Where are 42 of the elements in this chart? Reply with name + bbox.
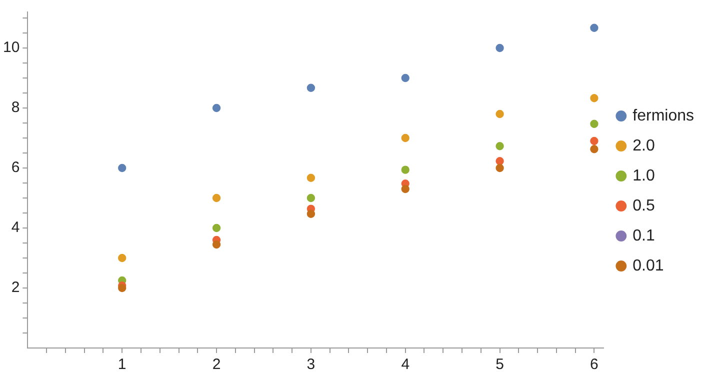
x-tick-label: 6: [590, 356, 598, 374]
x-tick-label: 4: [401, 356, 410, 374]
point: [118, 164, 126, 172]
x-tick-label: 1: [118, 356, 126, 374]
point: [212, 194, 221, 202]
point: [590, 145, 598, 154]
point: [401, 184, 410, 194]
point: [306, 84, 316, 92]
point: [306, 210, 316, 218]
point: [590, 136, 598, 146]
point: [212, 240, 221, 249]
point: [118, 254, 126, 262]
legend-label: 0.1: [632, 227, 655, 244]
point: [590, 120, 598, 128]
point: [401, 134, 410, 142]
point: [496, 157, 504, 166]
legend-label: 2.0: [632, 137, 655, 154]
point: [306, 194, 316, 202]
x-tick-label: 2: [212, 356, 221, 374]
legend-label: 1.0: [632, 167, 655, 184]
point: [496, 44, 504, 52]
legend-label: 0.5: [632, 197, 655, 214]
legend-label: fermions: [632, 107, 694, 124]
y-tick-label: 4: [11, 219, 20, 236]
x-tick-label: 3: [306, 356, 316, 374]
y-tick-label: 10: [2, 39, 20, 56]
point: [212, 104, 221, 112]
point: [212, 224, 221, 232]
point: [496, 164, 504, 172]
legend-label: 0.01: [632, 257, 664, 274]
point: [590, 24, 598, 32]
point: [401, 74, 410, 82]
point: [590, 94, 598, 102]
point: [401, 166, 410, 174]
point: [496, 142, 504, 150]
point: [118, 284, 126, 292]
y-tick-label: 8: [11, 99, 20, 116]
point: [496, 110, 504, 118]
point: [306, 174, 316, 182]
x-tick-label: 5: [496, 356, 504, 374]
y-tick-label: 2: [11, 279, 20, 296]
y-tick-label: 6: [11, 159, 20, 176]
